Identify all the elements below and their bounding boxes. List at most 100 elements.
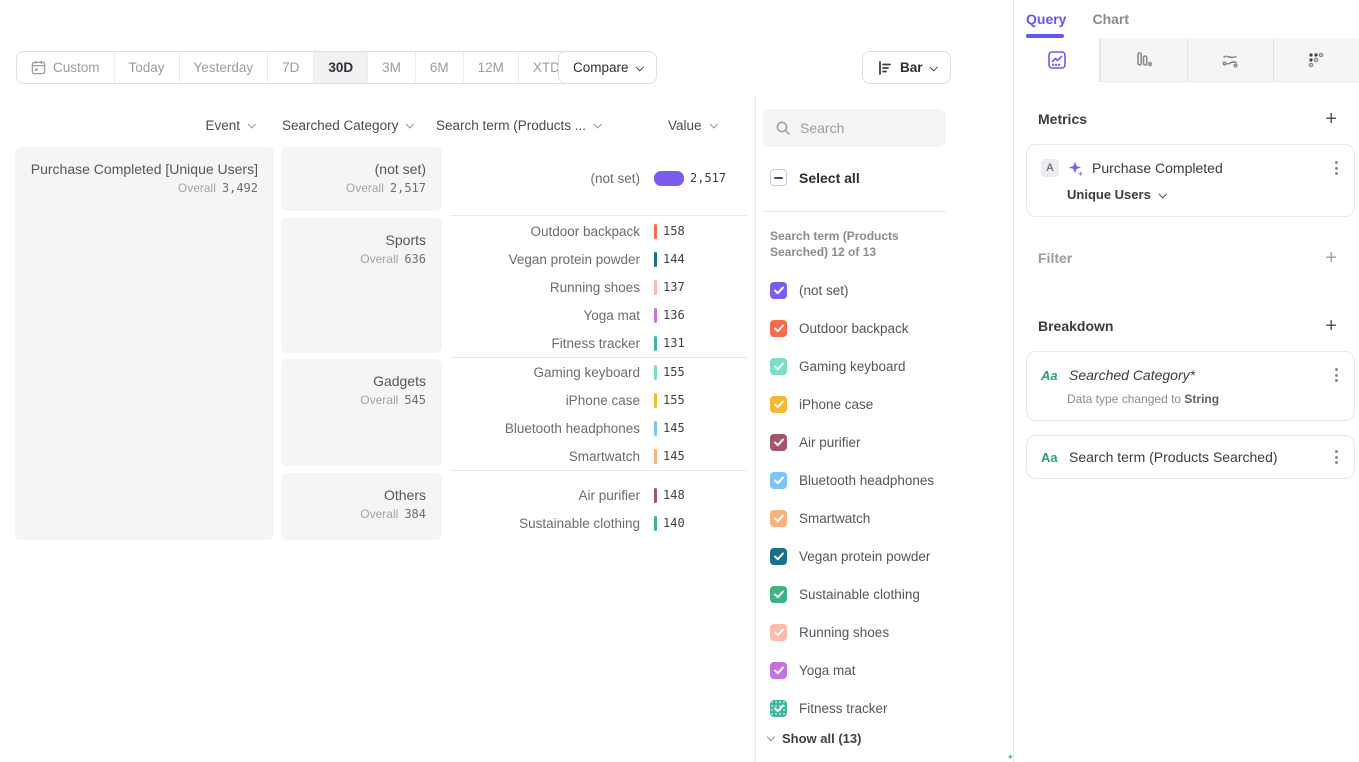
add-filter-button[interactable]: + (1325, 247, 1337, 269)
category-cell[interactable]: Gadgets Overall 545 (281, 359, 442, 466)
compare-button[interactable]: Compare (558, 51, 657, 84)
term-row[interactable]: Smartwatch 145 (450, 442, 750, 470)
category-overall: Overall 636 (281, 252, 426, 266)
term-bar[interactable] (654, 364, 657, 380)
term-bar[interactable] (654, 223, 657, 239)
term-bar[interactable] (654, 279, 657, 295)
check-icon (773, 286, 784, 294)
metric-card[interactable]: A Purchase Completed Unique Users (1026, 144, 1355, 217)
tab-query[interactable]: Query (1026, 11, 1067, 27)
column-header-searched-category[interactable]: Searched Category (282, 117, 415, 133)
term-row[interactable]: Vegan protein powder 144 (450, 245, 750, 273)
kebab-menu-icon[interactable] (1333, 448, 1340, 466)
legend-checkbox[interactable] (770, 661, 787, 679)
legend-item[interactable]: Fitness tracker (770, 689, 1000, 727)
column-header-event[interactable]: Event (150, 117, 256, 133)
column-header-search-term[interactable]: Search term (Products ... (436, 117, 603, 133)
date-range-yesterday[interactable]: Yesterday (179, 52, 269, 83)
term-bar[interactable] (654, 307, 657, 323)
legend-item[interactable]: (not set) (770, 271, 1000, 309)
term-row[interactable]: Yoga mat 136 (450, 301, 750, 329)
term-value: 140 (663, 516, 685, 530)
add-metric-button[interactable]: + (1325, 108, 1337, 130)
term-row[interactable]: (not set) 2,517 (450, 164, 750, 192)
legend-checkbox[interactable] (770, 623, 787, 641)
legend-item[interactable]: iPhone case (770, 385, 1000, 423)
breakdown-card[interactable]: Aa Search term (Products Searched) (1026, 435, 1355, 479)
kebab-menu-icon[interactable] (1333, 159, 1340, 177)
legend-search[interactable] (763, 109, 946, 147)
term-row[interactable]: Bluetooth headphones 145 (450, 414, 750, 442)
legend-checkbox[interactable] (770, 395, 787, 413)
legend-item[interactable]: Bluetooth headphones (770, 461, 1000, 499)
chart-type-button[interactable]: Bar (862, 51, 951, 84)
legend-item[interactable]: Smartwatch (770, 499, 1000, 537)
legend-item[interactable]: Running shoes (770, 613, 1000, 651)
term-row[interactable]: Running shoes 137 (450, 273, 750, 301)
overall-label: Overall (177, 181, 216, 195)
term-row[interactable]: Fitness tracker 131 (450, 329, 750, 357)
tab-chart[interactable]: Chart (1092, 11, 1130, 27)
chart-type-label: Bar (900, 60, 923, 75)
measure-selector[interactable]: Unique Users (1027, 177, 1354, 216)
term-row[interactable]: Air purifier 148 (450, 481, 750, 509)
date-range-6m[interactable]: 6M (415, 52, 464, 83)
date-range-today[interactable]: Today (114, 52, 180, 83)
legend-item[interactable]: Yoga mat (770, 651, 1000, 689)
term-bar[interactable] (654, 487, 657, 503)
legend-checkbox[interactable] (770, 547, 787, 565)
term-row[interactable]: iPhone case 155 (450, 386, 750, 414)
filter-section-header: Filter + (1014, 247, 1359, 269)
check-icon (773, 476, 784, 484)
category-cell[interactable]: Sports Overall 636 (281, 218, 442, 353)
term-bar[interactable] (654, 251, 657, 267)
tab-insights[interactable] (1014, 38, 1101, 82)
term-row[interactable]: Gaming keyboard 155 (450, 358, 750, 386)
select-all[interactable]: Select all (770, 169, 860, 186)
date-range-7d[interactable]: 7D (268, 52, 315, 83)
tab-funnels[interactable] (1100, 38, 1187, 82)
legend-item[interactable]: Vegan protein powder (770, 537, 1000, 575)
series-badge: A (1041, 159, 1059, 177)
search-input[interactable] (800, 120, 930, 136)
term-bar[interactable] (654, 392, 657, 408)
term-bar[interactable] (654, 448, 657, 464)
term-bar[interactable] (654, 335, 657, 351)
add-breakdown-button[interactable]: + (1325, 315, 1337, 337)
event-cell[interactable]: Purchase Completed [Unique Users] Overal… (15, 147, 274, 540)
date-range-3m[interactable]: 3M (368, 52, 416, 83)
select-all-checkbox[interactable] (770, 169, 787, 186)
legend-checkbox[interactable] (770, 471, 787, 489)
legend-checkbox[interactable] (770, 585, 787, 603)
column-header-value[interactable]: Value (668, 117, 718, 133)
tab-flows[interactable] (1186, 38, 1273, 82)
category-cell[interactable]: (not set) Overall 2,517 (281, 147, 442, 211)
legend-item[interactable]: Sustainable clothing (770, 575, 1000, 613)
term-bar[interactable] (654, 515, 657, 531)
term-bar[interactable] (654, 420, 657, 436)
legend-checkbox[interactable] (770, 699, 787, 717)
report-type-tabs (1014, 38, 1359, 82)
category-cell[interactable]: Others Overall 384 (281, 473, 442, 540)
legend-checkbox[interactable] (770, 281, 787, 299)
date-range-label: Today (128, 60, 165, 75)
legend-checkbox[interactable] (770, 319, 787, 337)
legend-label: iPhone case (799, 396, 874, 412)
tab-retention[interactable] (1272, 38, 1359, 82)
term-row[interactable]: Outdoor backpack 158 (450, 217, 750, 245)
show-all-toggle[interactable]: Show all (13) (766, 731, 861, 746)
breakdown-card[interactable]: Aa * Searched Category* Data type changed… (1008, 351, 1355, 762)
legend-item[interactable]: Outdoor backpack (770, 309, 1000, 347)
date-range-12m[interactable]: 12M (463, 52, 519, 83)
legend-checkbox[interactable] (770, 433, 787, 451)
legend-checkbox[interactable] (770, 357, 787, 375)
term-bar[interactable] (654, 170, 684, 186)
legend-item[interactable]: Gaming keyboard (770, 347, 1000, 385)
term-row[interactable]: Sustainable clothing 140 (450, 509, 750, 537)
date-range-30d[interactable]: 30D (314, 52, 369, 83)
kebab-menu-icon[interactable] (1333, 366, 1340, 384)
legend-item[interactable]: Air purifier (770, 423, 1000, 461)
legend-checkbox[interactable] (770, 509, 787, 527)
date-range-group: Custom Today Yesterday 7D 30D 3M 6M 12M … (16, 51, 588, 84)
date-range-custom[interactable]: Custom (17, 52, 115, 83)
